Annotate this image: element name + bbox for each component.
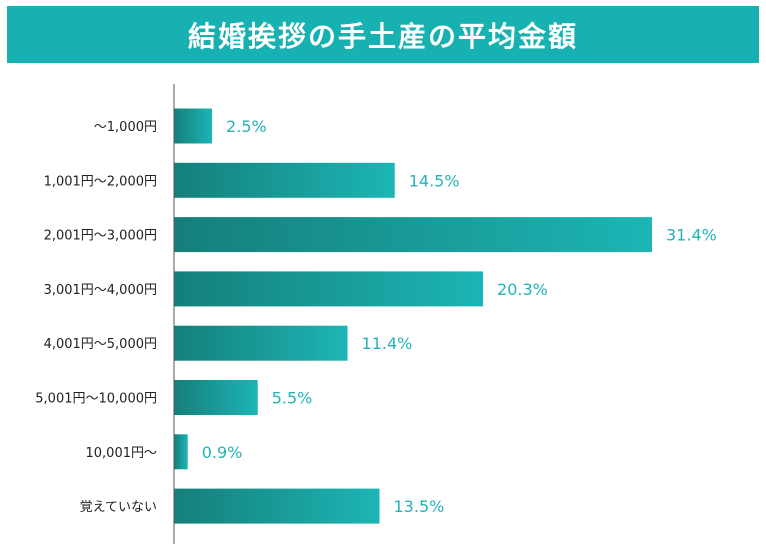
bar	[174, 488, 380, 524]
category-label: 覚えていない	[80, 500, 157, 515]
bar	[174, 380, 258, 415]
value-label: 0.9%	[202, 443, 243, 462]
value-label: 11.4%	[362, 334, 413, 353]
category-label: 3,001円〜4,000円	[44, 283, 157, 298]
value-label: 13.5%	[394, 497, 445, 516]
chart-title: 結婚挨拶の手土産の平均金額	[187, 19, 578, 53]
category-label: 〜1,000円	[94, 120, 157, 135]
bar	[174, 108, 213, 144]
category-label: 1,001円〜2,000円	[44, 174, 157, 189]
category-label: 2,001円〜3,000円	[44, 229, 157, 244]
bar	[174, 434, 188, 470]
category-label: 5,001円〜10,000円	[35, 392, 157, 407]
value-label: 20.3%	[497, 280, 548, 299]
category-label: 4,001円〜5,000円	[44, 337, 157, 352]
value-label: 5.5%	[272, 389, 313, 408]
bar	[174, 217, 652, 253]
value-label: 2.5%	[226, 117, 267, 136]
bar	[174, 162, 395, 198]
value-label: 14.5%	[409, 171, 460, 190]
chart-title-banner: 結婚挨拶の手土産の平均金額	[7, 6, 759, 63]
bar	[174, 325, 348, 361]
bar	[174, 271, 484, 307]
category-label: 10,001円〜	[86, 446, 158, 461]
value-label: 31.4%	[666, 226, 717, 245]
